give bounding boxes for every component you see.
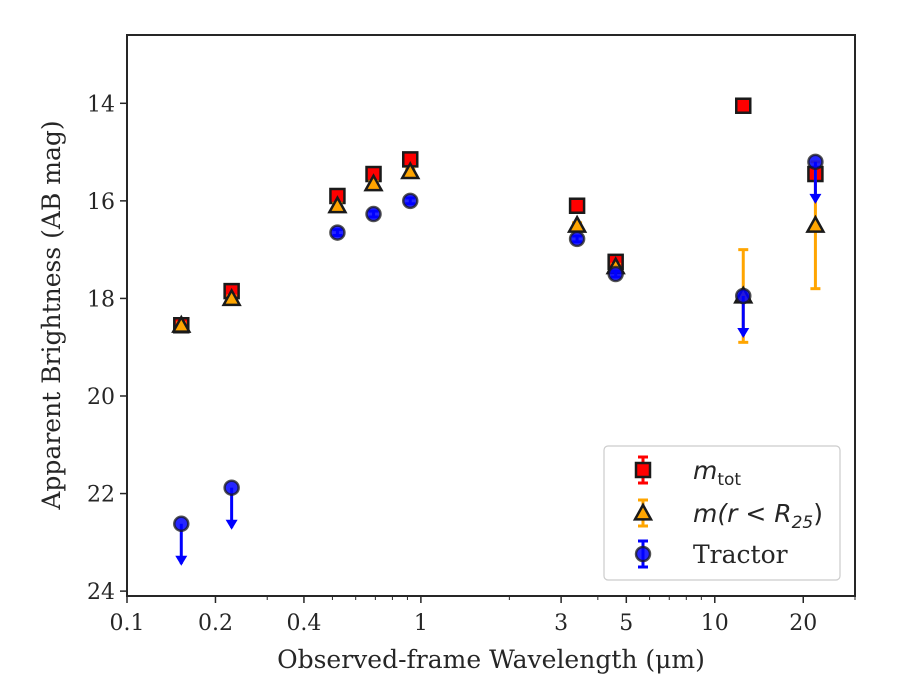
data-point-circle xyxy=(568,230,586,248)
data-point-square xyxy=(568,197,586,214)
y-tick-label: 16 xyxy=(87,190,115,215)
data-point-circle xyxy=(607,265,624,283)
x-tick-label: 1 xyxy=(414,611,428,636)
legend-label: m(r < R25) xyxy=(693,499,823,533)
data-point-circle xyxy=(365,205,382,223)
data-point-circle xyxy=(401,192,419,210)
x-tick-label: 3 xyxy=(554,611,568,636)
y-tick-label: 18 xyxy=(87,287,115,312)
x-tick-label: 20 xyxy=(789,611,817,636)
data-point-circle xyxy=(329,224,346,241)
series-2 xyxy=(173,153,824,566)
data-point-triangle xyxy=(171,314,192,333)
series-1 xyxy=(171,160,826,344)
data-point-circle xyxy=(807,153,824,171)
series-0 xyxy=(173,97,824,334)
data-point-triangle xyxy=(221,287,242,307)
data-point-square xyxy=(735,97,752,114)
axis-ticks: 0.1 0.2 0.4 1 3 5 10 20 14 16 18 20 22 24 xyxy=(87,92,856,636)
legend-label: Tractor xyxy=(693,540,788,569)
legend-marker-circle xyxy=(634,545,652,563)
upper-limit-arrowhead xyxy=(175,555,188,566)
data-point-circle xyxy=(223,479,240,496)
data-point-triangle xyxy=(363,173,384,192)
data-marks xyxy=(171,97,826,566)
x-tick-label: 0.1 xyxy=(110,611,145,636)
data-point-triangle xyxy=(566,214,588,233)
y-tick-label: 20 xyxy=(87,385,115,410)
legend-marker-square xyxy=(634,461,652,479)
plot-frame xyxy=(126,34,856,597)
upper-limit-arrowhead xyxy=(809,193,822,204)
y-axis-title: Apparent Brightness (AB mag) xyxy=(37,120,66,510)
upper-limit-arrowhead xyxy=(225,519,238,530)
y-tick-label: 14 xyxy=(87,92,115,117)
legend-box xyxy=(603,445,841,581)
data-point-triangle xyxy=(327,195,348,214)
y-tick-label: 22 xyxy=(87,483,115,508)
legend: mtot m(r < R25) Tractor xyxy=(603,445,841,581)
y-tick-label: 24 xyxy=(87,580,115,605)
data-point-triangle xyxy=(400,161,421,180)
x-tick-label: 0.2 xyxy=(198,611,233,636)
data-point-circle xyxy=(173,515,190,533)
x-tick-label: 10 xyxy=(701,611,729,636)
data-point-circle xyxy=(735,287,752,305)
upper-limit-arrowhead xyxy=(737,327,750,338)
x-tick-label: 5 xyxy=(619,611,633,636)
x-axis-title: Observed-frame Wavelength (μm) xyxy=(277,645,705,674)
legend-marker-triangle xyxy=(632,502,654,521)
legend-label: mtot xyxy=(693,456,741,490)
x-tick-label: 0.4 xyxy=(286,611,321,636)
data-point-triangle xyxy=(805,214,826,233)
